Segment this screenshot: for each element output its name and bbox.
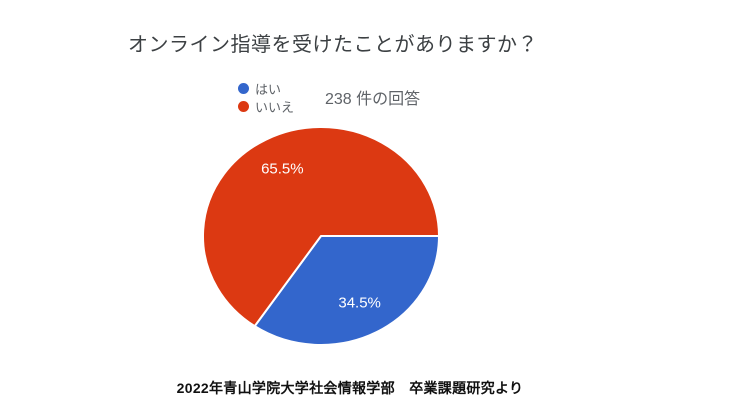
slice-label-no: 65.5% bbox=[261, 160, 304, 178]
pie-slice-はい bbox=[253, 235, 440, 346]
source-caption: 2022年青山学院大学社会情報学部 卒業課題研究より bbox=[176, 380, 524, 396]
pie-chart bbox=[202, 126, 440, 346]
response-count: 238 件の回答 bbox=[325, 91, 421, 108]
legend-swatch-no-icon bbox=[238, 100, 249, 112]
legend-swatch-yes-icon bbox=[238, 82, 249, 94]
slice-label-yes: 34.5% bbox=[338, 294, 381, 312]
chart-title: オンライン指導を受けたことがありますか？ bbox=[128, 34, 538, 56]
legend-item-no: いいえ bbox=[238, 97, 294, 115]
legend-label-no: いいえ bbox=[255, 99, 295, 115]
chart-legend: はい いいえ bbox=[238, 79, 294, 115]
legend-item-yes: はい bbox=[238, 79, 294, 97]
legend-label-yes: はい bbox=[255, 81, 282, 97]
pie-slice-いいえ bbox=[202, 126, 440, 328]
